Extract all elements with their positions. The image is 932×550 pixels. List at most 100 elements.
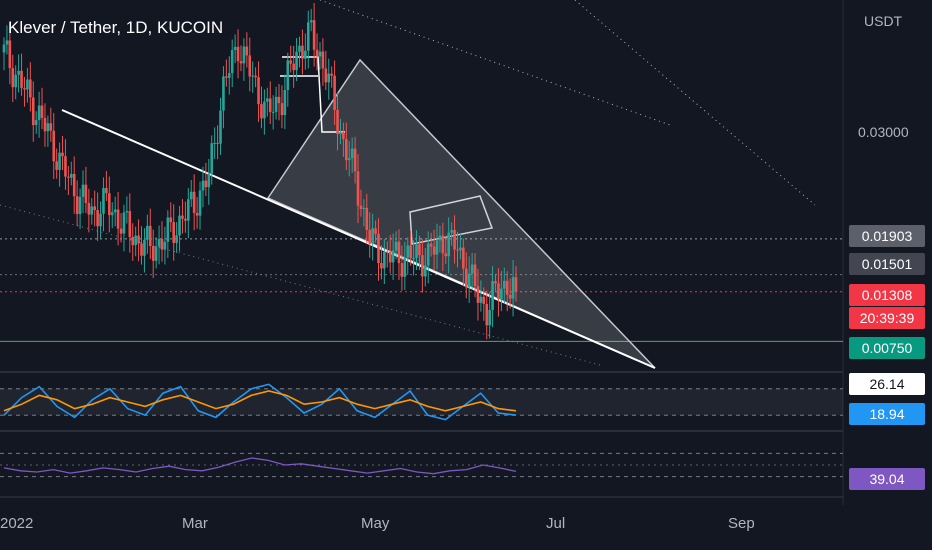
candle-body: [84, 184, 88, 204]
candle-body: [222, 76, 225, 111]
candle-body: [213, 142, 216, 144]
candle-body: [263, 101, 266, 119]
candle-body: [380, 263, 383, 269]
candle-body: [342, 132, 345, 140]
candle-body: [254, 75, 257, 78]
candle-body: [494, 281, 497, 284]
candle-body: [295, 51, 298, 71]
candle-body: [181, 215, 184, 219]
candle-body: [473, 264, 477, 287]
candle-body: [210, 143, 214, 174]
candle-body: [418, 244, 421, 256]
rsi-line: [3, 457, 517, 475]
price-tick-label: 0.03000: [858, 124, 909, 140]
candle-body: [500, 288, 503, 300]
candle-body: [482, 296, 486, 304]
candle-body: [189, 191, 193, 200]
candle-body: [5, 40, 9, 45]
candle-body: [394, 241, 398, 251]
candle-body: [339, 132, 342, 135]
candle-body: [201, 180, 205, 191]
candle-body: [37, 105, 41, 121]
candle-body: [312, 20, 316, 50]
countdown-label: 20:39:39: [849, 307, 925, 329]
candle-body: [248, 55, 252, 77]
candle-body: [345, 139, 348, 161]
candle-body: [374, 228, 377, 234]
candle-body: [505, 280, 509, 295]
candle-body: [233, 46, 237, 51]
candle-body: [309, 20, 313, 23]
candle-body: [321, 51, 325, 69]
candle-body: [227, 73, 231, 78]
candle-body: [350, 148, 354, 159]
candle-body: [292, 63, 295, 71]
candle-body: [78, 196, 82, 215]
candle-body: [116, 209, 120, 229]
date-tick-label: May: [361, 515, 390, 532]
candle-body: [122, 212, 126, 234]
candle-body: [365, 207, 369, 230]
stoch-k-line: [3, 383, 517, 421]
candle-body: [46, 123, 50, 132]
candle-body: [476, 286, 480, 303]
candle-body: [143, 239, 146, 256]
date-tick-label: 2022: [0, 515, 34, 532]
candle-body: [166, 217, 170, 242]
candle-body: [67, 176, 70, 178]
candle-body: [266, 98, 269, 102]
candle-body: [184, 218, 187, 221]
candle-body: [274, 96, 278, 112]
candle-body: [336, 109, 339, 135]
candle-body: [441, 235, 445, 254]
candle-body: [157, 238, 161, 247]
chart-title: Klever / Tether, 1D, KUCOIN: [8, 18, 224, 37]
candle-body: [245, 46, 249, 56]
candle-body: [368, 229, 372, 244]
candle-body: [225, 76, 228, 78]
candle-body: [96, 210, 99, 227]
candle-body: [359, 205, 363, 209]
candle-body: [204, 180, 208, 188]
candle-body: [301, 45, 304, 59]
candle-body: [87, 203, 91, 215]
candle-body: [353, 148, 357, 172]
candle-body: [333, 75, 336, 110]
candle-body: [491, 281, 494, 310]
channel-line: [0, 204, 601, 366]
candle-body: [251, 75, 254, 77]
candle-body: [456, 249, 459, 251]
candle-body: [172, 222, 175, 243]
candle-body: [432, 246, 436, 255]
stoch-band: [0, 388, 843, 416]
candle-body: [26, 79, 29, 90]
candle-body: [125, 211, 129, 213]
candle-body: [55, 161, 58, 170]
candle-body: [146, 225, 149, 240]
candle-body: [464, 268, 468, 288]
candle-body: [377, 233, 380, 264]
candle-body: [283, 89, 287, 116]
candle-body: [385, 251, 389, 253]
stoch-d-line: [3, 390, 517, 412]
candle-body: [511, 277, 515, 299]
price-axis-unit: USDT: [864, 13, 903, 29]
candle-body: [508, 294, 512, 299]
candle-body: [502, 280, 506, 289]
candle-body: [453, 229, 456, 250]
candle-body: [388, 251, 392, 263]
candle-body: [198, 190, 202, 216]
candle-body: [318, 51, 322, 57]
candle-body: [397, 241, 401, 264]
candle-body: [75, 196, 79, 215]
candle-body: [90, 206, 94, 215]
candle-body: [260, 104, 263, 119]
candle-body: [163, 241, 167, 250]
candle-body: [426, 243, 430, 266]
candle-body: [383, 251, 386, 269]
candle-body: [34, 120, 38, 126]
candle-body: [31, 97, 35, 126]
candle-body: [93, 206, 96, 211]
